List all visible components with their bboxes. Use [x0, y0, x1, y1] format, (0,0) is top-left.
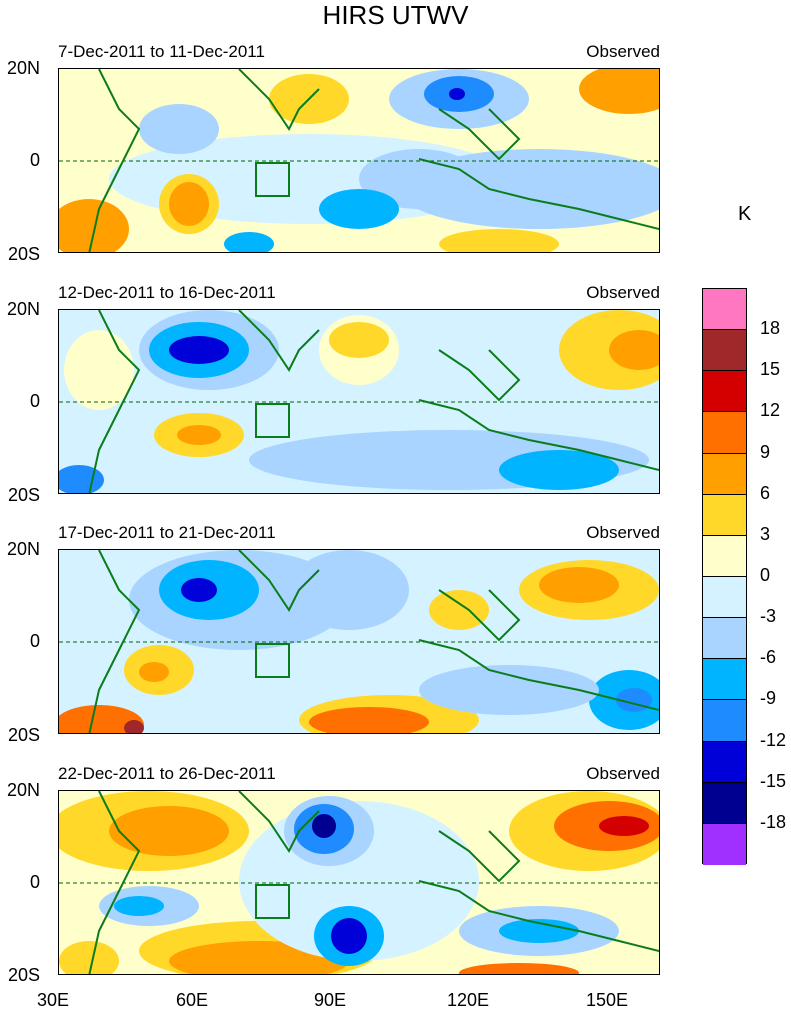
lon-label-30e: 30E [37, 990, 70, 1010]
lat-label-0: 0 [29, 872, 40, 892]
colorbar-swatch [703, 494, 746, 536]
lat-label-20n: 20N [6, 780, 40, 800]
lon-label-150e: 150E [586, 990, 629, 1010]
lat-label-20n: 20N [6, 299, 40, 319]
lat-label-0: 0 [29, 150, 40, 170]
lat-label-0: 0 [29, 631, 40, 651]
colorbar-swatch [703, 535, 746, 577]
colorbar [702, 288, 747, 865]
panel-3-date-range: 17-Dec-2011 to 21-Dec-2011 [58, 523, 276, 542]
colorbar-tick-label: -15 [760, 770, 787, 791]
colorbar-tick-label: 9 [760, 441, 771, 462]
colorbar-swatch [703, 371, 746, 413]
unit-label: K [738, 203, 752, 225]
lon-label-60e: 60E [176, 990, 209, 1010]
colorbar-swatch [703, 618, 746, 660]
panel-1-date-range: 7-Dec-2011 to 11-Dec-2011 [58, 42, 265, 61]
colorbar-swatch [703, 412, 746, 454]
lat-label-20s: 20S [7, 725, 40, 745]
lon-label-120e: 120E [447, 990, 490, 1010]
map-panel-2-field [59, 310, 659, 493]
colorbar-swatch [703, 330, 746, 372]
panel-3-status: Observed [586, 523, 660, 542]
colorbar-tick-label: 6 [760, 482, 771, 503]
lat-label-20s: 20S [7, 244, 40, 264]
lat-label-20n: 20N [6, 539, 40, 559]
map-panel-4-field [59, 791, 659, 974]
colorbar-tick-label: -12 [760, 729, 787, 750]
colorbar-tick-label: 15 [760, 359, 781, 380]
lat-label-20s: 20S [7, 485, 40, 505]
colorbar-swatch [703, 289, 746, 331]
colorbar-tick-label: 18 [760, 318, 781, 339]
lat-label-20s: 20S [7, 965, 40, 985]
map-panel-1-field [59, 69, 659, 252]
colorbar-tick-label: -9 [760, 688, 777, 709]
colorbar-swatch [703, 453, 746, 495]
colorbar-tick-label: -3 [760, 606, 777, 627]
colorbar-swatch [703, 782, 746, 824]
map-panel-3 [58, 549, 660, 734]
lon-label-90e: 90E [314, 990, 347, 1010]
panel-4-status: Observed [586, 764, 660, 783]
colorbar-tick-label: -18 [760, 811, 787, 832]
panel-4-date-range: 22-Dec-2011 to 26-Dec-2011 [58, 764, 276, 783]
colorbar-swatch [703, 741, 746, 783]
colorbar-tick-label: 0 [760, 565, 771, 585]
colorbar-swatch [703, 659, 746, 701]
colorbar-swatch [703, 700, 746, 742]
colorbar-tick-label: 12 [760, 400, 781, 421]
map-panel-4 [58, 790, 660, 975]
panel-1-status: Observed [586, 42, 660, 61]
colorbar-tick-label: -6 [760, 647, 777, 668]
map-panel-3-field [59, 550, 659, 733]
lat-label-0: 0 [29, 391, 40, 411]
panel-2-date-range: 12-Dec-2011 to 16-Dec-2011 [58, 283, 276, 302]
colorbar-tick-label: 3 [760, 523, 771, 544]
figure-title: HIRS UTWV [322, 0, 469, 30]
map-panel-1 [58, 68, 660, 253]
panel-2-status: Observed [586, 283, 660, 302]
lat-label-20n: 20N [6, 58, 40, 78]
map-panel-2 [58, 309, 660, 494]
colorbar-swatch [703, 823, 746, 865]
colorbar-swatch [703, 577, 746, 619]
